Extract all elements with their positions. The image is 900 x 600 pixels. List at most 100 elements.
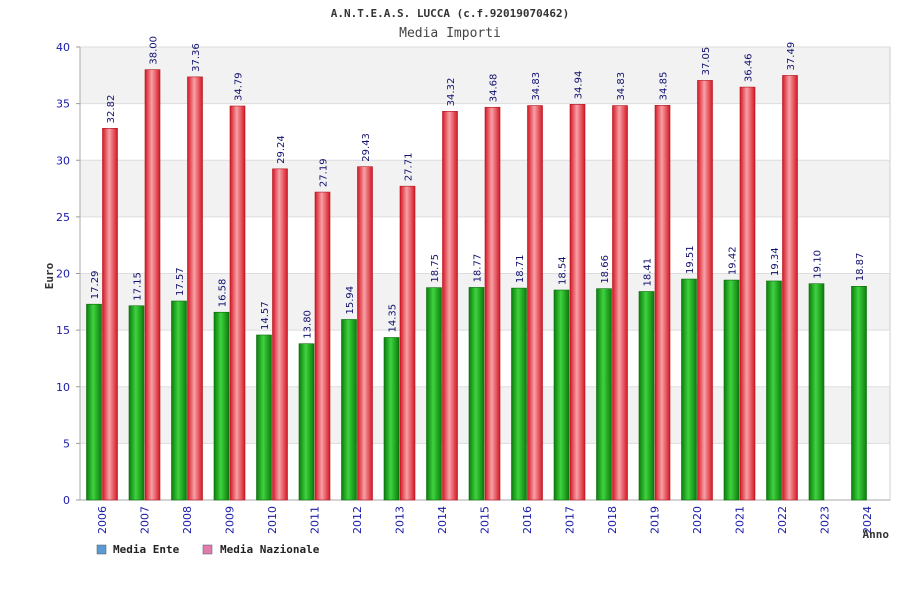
bar-media-nazionale-2011 xyxy=(314,191,331,501)
x-tick-label-2019: 2019 xyxy=(649,506,662,534)
bar-media-nazionale-2015 xyxy=(484,106,501,501)
y-tick-label: 5 xyxy=(63,437,70,450)
y-tick-label: 10 xyxy=(56,381,70,394)
x-tick-label-2008: 2008 xyxy=(181,506,194,534)
bar-media-nazionale-2013 xyxy=(399,185,416,501)
data-label-media-nazionale-2014: 34.32 xyxy=(446,78,457,107)
legend-swatch-media-nazionale xyxy=(202,544,213,555)
bar-media-ente-2023 xyxy=(808,283,825,501)
bar-media-ente-2006 xyxy=(86,303,102,501)
bar-media-nazionale-2012 xyxy=(357,166,373,501)
data-label-media-nazionale-2006: 32.82 xyxy=(106,95,117,124)
bar-media-ente-2010 xyxy=(256,334,272,501)
y-axis-label: Euro xyxy=(43,262,56,289)
data-label-media-ente-2017: 18.54 xyxy=(558,256,569,285)
data-label-media-ente-2024: 18.87 xyxy=(855,253,866,282)
data-label-media-ente-2011: 13.80 xyxy=(303,310,314,339)
bar-media-ente-2017 xyxy=(553,289,570,501)
data-label-media-ente-2010: 14.57 xyxy=(260,301,271,330)
bar-media-nazionale-2014 xyxy=(442,111,458,501)
bar-media-ente-2022 xyxy=(766,280,782,501)
data-label-media-ente-2016: 18.71 xyxy=(515,254,526,283)
data-label-media-ente-2019: 18.41 xyxy=(643,258,654,287)
data-label-media-ente-2008: 17.57 xyxy=(175,267,186,296)
data-label-media-nazionale-2018: 34.83 xyxy=(616,72,627,101)
x-tick-label-2012: 2012 xyxy=(351,506,364,534)
bar-media-nazionale-2009 xyxy=(229,105,246,501)
legend-label-media-ente: Media Ente xyxy=(113,543,180,556)
data-label-media-ente-2018: 18.66 xyxy=(600,255,611,284)
x-tick-label-2015: 2015 xyxy=(479,506,492,534)
bar-media-nazionale-2010 xyxy=(272,168,288,501)
x-tick-label-2023: 2023 xyxy=(819,506,832,534)
x-tick-label-2007: 2007 xyxy=(139,506,152,534)
y-tick-label: 0 xyxy=(63,494,70,507)
data-label-media-ente-2015: 18.77 xyxy=(473,254,484,283)
x-tick-label-2009: 2009 xyxy=(224,506,237,534)
bar-media-ente-2008 xyxy=(171,300,187,501)
x-tick-label-2011: 2011 xyxy=(309,506,322,534)
x-tick-label-2022: 2022 xyxy=(776,506,789,534)
bar-media-nazionale-2008 xyxy=(187,76,203,501)
x-tick-label-2010: 2010 xyxy=(266,506,279,534)
x-tick-label-2006: 2006 xyxy=(96,506,109,534)
y-tick-label: 40 xyxy=(56,41,70,54)
y-tick-label: 35 xyxy=(56,98,70,111)
chart-subtitle: Media Importi xyxy=(399,26,501,41)
data-label-media-nazionale-2020: 37.05 xyxy=(701,47,712,76)
data-label-media-nazionale-2009: 34.79 xyxy=(234,72,245,101)
bar-media-nazionale-2016 xyxy=(527,105,543,501)
x-axis-label: Anno xyxy=(863,528,890,541)
data-label-media-nazionale-2008: 37.36 xyxy=(191,43,202,72)
bar-media-nazionale-2022 xyxy=(782,75,798,501)
data-label-media-ente-2014: 18.75 xyxy=(430,254,441,283)
data-label-media-nazionale-2019: 34.85 xyxy=(659,72,670,101)
x-tick-label-2020: 2020 xyxy=(691,506,704,534)
bar-media-ente-2019 xyxy=(638,291,655,501)
bar-media-ente-2021 xyxy=(723,279,740,501)
bar-media-ente-2020 xyxy=(681,278,697,501)
y-tick-label: 30 xyxy=(56,154,70,167)
bar-media-ente-2018 xyxy=(596,288,612,501)
bar-media-nazionale-2017 xyxy=(569,104,586,501)
data-label-media-nazionale-2013: 27.71 xyxy=(404,153,415,182)
bar-media-ente-2009 xyxy=(213,311,230,501)
y-tick-label: 20 xyxy=(56,268,70,281)
bar-media-nazionale-2020 xyxy=(697,80,713,501)
x-tick-label-2018: 2018 xyxy=(606,506,619,534)
bar-media-nazionale-2007 xyxy=(144,69,161,501)
bar-media-nazionale-2021 xyxy=(739,86,756,501)
data-label-media-ente-2013: 14.35 xyxy=(388,304,399,333)
bar-media-ente-2011 xyxy=(298,343,315,501)
data-labels: 17.29 32.82 17.15 38.00 17.57 37.36 16.58 34.79… xyxy=(90,36,866,339)
data-label-media-ente-2021: 19.42 xyxy=(728,246,739,275)
data-label-media-nazionale-2021: 36.46 xyxy=(744,53,755,82)
x-tick-label-2016: 2016 xyxy=(521,506,534,534)
bar-media-nazionale-2018 xyxy=(612,105,628,501)
data-label-media-nazionale-2022: 37.49 xyxy=(786,42,797,71)
data-label-media-ente-2022: 19.34 xyxy=(770,247,781,276)
x-tick-label-2024: 2024 xyxy=(861,506,874,534)
legend-swatch-media-ente xyxy=(96,544,107,555)
bar-media-ente-2007 xyxy=(128,305,145,501)
bar-media-nazionale-2019 xyxy=(654,105,671,501)
data-label-media-nazionale-2017: 34.94 xyxy=(574,71,585,100)
data-label-media-ente-2006: 17.29 xyxy=(90,271,101,300)
x-tick-label-2017: 2017 xyxy=(564,506,577,534)
bar-media-ente-2024 xyxy=(851,285,867,501)
chart-title: A.N.T.E.A.S. LUCCA (c.f.92019070462) xyxy=(331,7,569,20)
x-tick-label-2013: 2013 xyxy=(394,506,407,534)
data-label-media-ente-2023: 19.10 xyxy=(813,250,824,279)
bar-media-ente-2012 xyxy=(341,319,357,501)
data-label-media-ente-2009: 16.58 xyxy=(218,279,229,308)
data-label-media-nazionale-2012: 29.43 xyxy=(361,133,372,162)
data-label-media-nazionale-2016: 34.83 xyxy=(531,72,542,101)
data-label-media-ente-2020: 19.51 xyxy=(685,245,696,274)
y-tick-label: 25 xyxy=(56,211,70,224)
bar-media-ente-2014 xyxy=(426,287,442,501)
bar-media-ente-2013 xyxy=(383,337,400,501)
x-axis-ticks: 2006 2007 2008 2009 2010 2011 2012 2013 2014 2015… xyxy=(96,506,874,534)
bar-media-ente-2015 xyxy=(468,287,485,501)
data-label-media-ente-2007: 17.15 xyxy=(133,272,144,301)
